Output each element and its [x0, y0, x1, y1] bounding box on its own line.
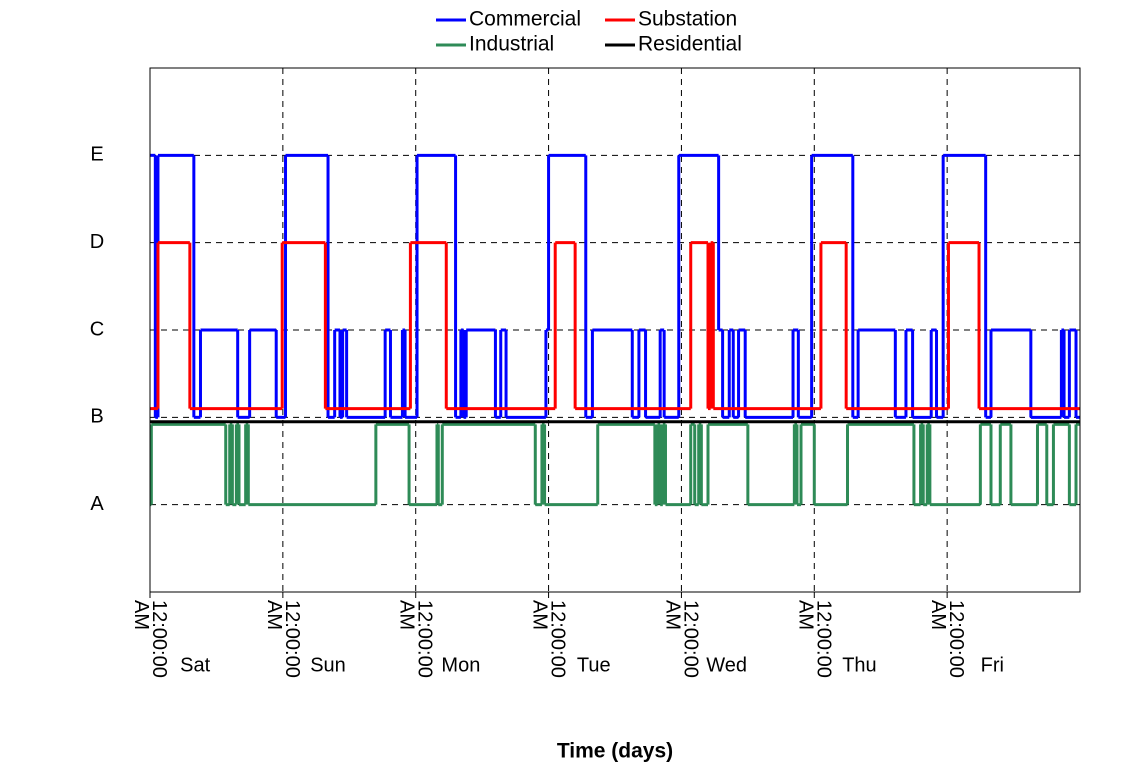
- x-tick-label: 12:00:00AM: [661, 600, 701, 678]
- plot-frame: [149, 67, 1081, 593]
- series-2: [149, 422, 1080, 507]
- x-tick-label: 12:00:00AM: [130, 600, 170, 678]
- x-tick-label: 12:00:00AM: [395, 600, 435, 678]
- y-tick-label: D: [90, 231, 104, 253]
- day-label: Tue: [577, 654, 611, 676]
- y-tick-label: B: [90, 406, 103, 428]
- x-tick-label: 12:00:00AM: [794, 600, 834, 678]
- day-label: Fri: [981, 654, 1004, 676]
- day-label: Wed: [706, 654, 747, 676]
- day-label: Sat: [180, 654, 210, 676]
- series-0: [150, 153, 1080, 419]
- x-axis-title: Time (days): [557, 740, 673, 763]
- day-label: Sun: [310, 654, 346, 676]
- day-label: Thu: [842, 654, 876, 676]
- legend-label: Substation: [638, 8, 737, 31]
- series-1: [150, 241, 1080, 411]
- legend-label: Residential: [638, 33, 742, 56]
- legend-label: Industrial: [469, 33, 554, 56]
- y-tick-label: E: [90, 144, 103, 166]
- x-tick-label: 12:00:00AM: [528, 600, 568, 678]
- x-tick-label: 12:00:00AM: [263, 600, 303, 678]
- day-label: Mon: [441, 654, 480, 676]
- y-tick-label: A: [90, 493, 104, 515]
- y-tick-label: C: [90, 318, 104, 340]
- x-tick-label: 12:00:00AM: [927, 600, 967, 678]
- legend-label: Commercial: [469, 8, 581, 31]
